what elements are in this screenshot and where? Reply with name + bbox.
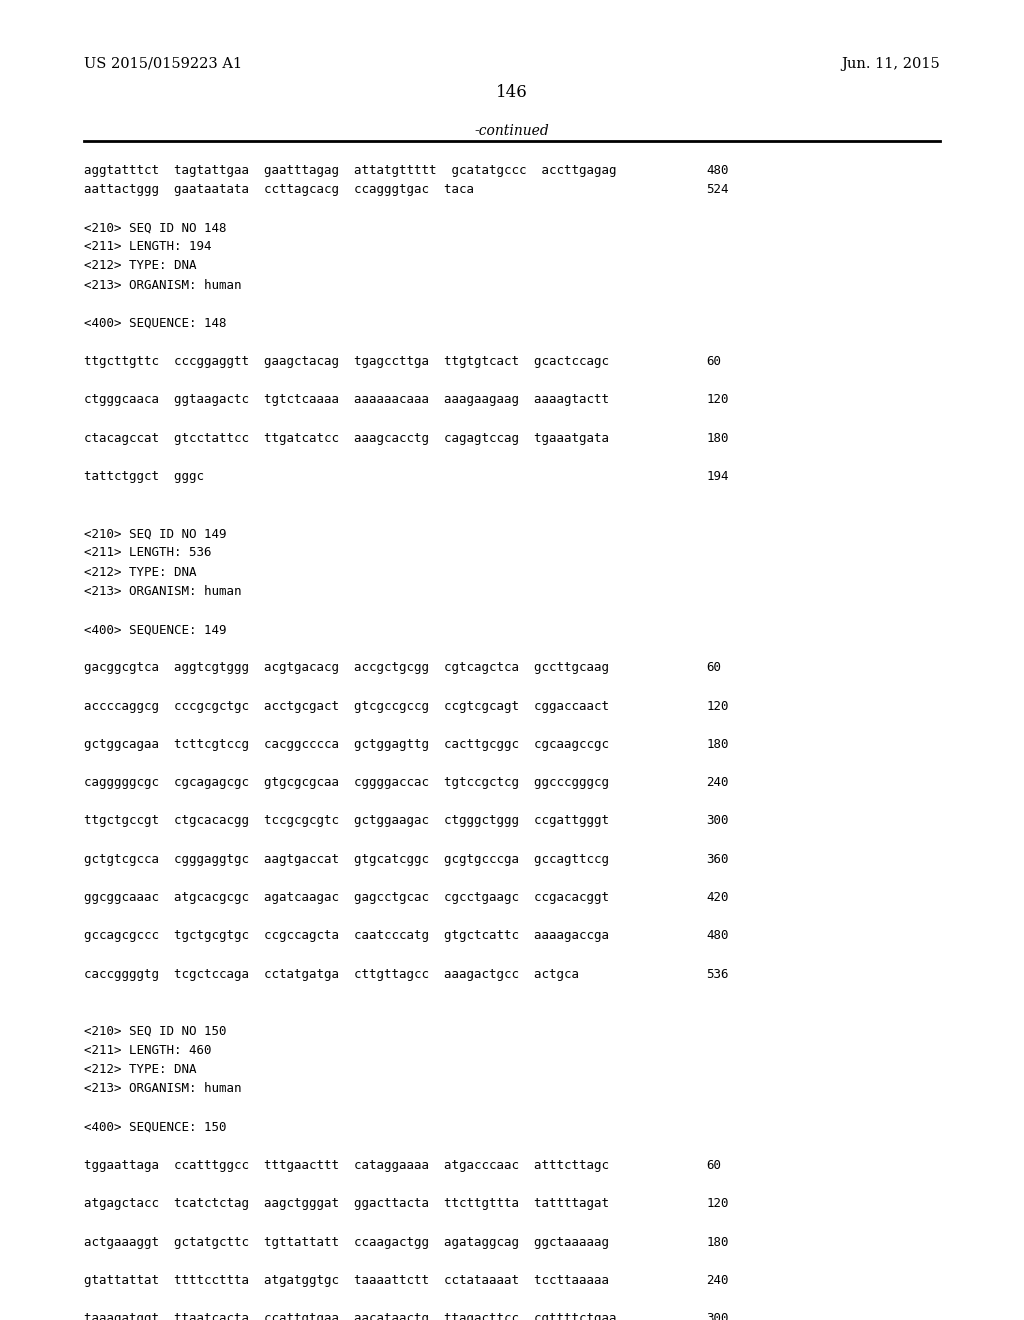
Text: 360: 360 bbox=[707, 853, 729, 866]
Text: tattctggct  gggc: tattctggct gggc bbox=[84, 470, 204, 483]
Text: aattactggg  gaataatata  ccttagcacg  ccagggtgac  taca: aattactggg gaataatata ccttagcacg ccagggt… bbox=[84, 182, 474, 195]
Text: <213> ORGANISM: human: <213> ORGANISM: human bbox=[84, 585, 242, 598]
Text: 120: 120 bbox=[707, 1197, 729, 1210]
Text: 180: 180 bbox=[707, 738, 729, 751]
Text: ctacagccat  gtcctattcc  ttgatcatcc  aaagcacctg  cagagtccag  tgaaatgata: ctacagccat gtcctattcc ttgatcatcc aaagcac… bbox=[84, 432, 609, 445]
Text: <211> LENGTH: 460: <211> LENGTH: 460 bbox=[84, 1044, 212, 1057]
Text: actgaaaggt  gctatgcttc  tgttattatt  ccaagactgg  agataggcag  ggctaaaaag: actgaaaggt gctatgcttc tgttattatt ccaagac… bbox=[84, 1236, 609, 1249]
Text: 536: 536 bbox=[707, 968, 729, 981]
Text: -continued: -continued bbox=[475, 124, 549, 139]
Text: gctgtcgcca  cgggaggtgc  aagtgaccat  gtgcatcggc  gcgtgcccga  gccagttccg: gctgtcgcca cgggaggtgc aagtgaccat gtgcatc… bbox=[84, 853, 609, 866]
Text: <213> ORGANISM: human: <213> ORGANISM: human bbox=[84, 1082, 242, 1096]
Text: gacggcgtca  aggtcgtggg  acgtgacacg  accgctgcgg  cgtcagctca  gccttgcaag: gacggcgtca aggtcgtggg acgtgacacg accgctg… bbox=[84, 661, 609, 675]
Text: gctggcagaa  tcttcgtccg  cacggcccca  gctggagttg  cacttgcggc  cgcaagccgc: gctggcagaa tcttcgtccg cacggcccca gctggag… bbox=[84, 738, 609, 751]
Text: <212> TYPE: DNA: <212> TYPE: DNA bbox=[84, 1063, 197, 1076]
Text: <400> SEQUENCE: 150: <400> SEQUENCE: 150 bbox=[84, 1121, 226, 1134]
Text: 300: 300 bbox=[707, 1312, 729, 1320]
Text: 120: 120 bbox=[707, 700, 729, 713]
Text: <210> SEQ ID NO 148: <210> SEQ ID NO 148 bbox=[84, 220, 226, 234]
Text: atgagctacc  tcatctctag  aagctgggat  ggacttacta  ttcttgttta  tattttagat: atgagctacc tcatctctag aagctgggat ggactta… bbox=[84, 1197, 609, 1210]
Text: <212> TYPE: DNA: <212> TYPE: DNA bbox=[84, 259, 197, 272]
Text: 240: 240 bbox=[707, 1274, 729, 1287]
Text: 524: 524 bbox=[707, 182, 729, 195]
Text: US 2015/0159223 A1: US 2015/0159223 A1 bbox=[84, 57, 242, 71]
Text: 180: 180 bbox=[707, 1236, 729, 1249]
Text: taaagatggt  ttaatcacta  ccattgtgaa  aacataactg  ttagacttcc  cgttttctgaa: taaagatggt ttaatcacta ccattgtgaa aacataa… bbox=[84, 1312, 616, 1320]
Text: gtattattat  ttttccttta  atgatggtgc  taaaattctt  cctataaaat  tccttaaaaa: gtattattat ttttccttta atgatggtgc taaaatt… bbox=[84, 1274, 609, 1287]
Text: <400> SEQUENCE: 149: <400> SEQUENCE: 149 bbox=[84, 623, 226, 636]
Text: 480: 480 bbox=[707, 164, 729, 177]
Text: 60: 60 bbox=[707, 661, 722, 675]
Text: 60: 60 bbox=[707, 1159, 722, 1172]
Text: ctgggcaaca  ggtaagactc  tgtctcaaaa  aaaaaacaaa  aaagaagaag  aaaagtactt: ctgggcaaca ggtaagactc tgtctcaaaa aaaaaac… bbox=[84, 393, 609, 407]
Text: 194: 194 bbox=[707, 470, 729, 483]
Text: ttgcttgttc  cccggaggtt  gaagctacag  tgagccttga  ttgtgtcact  gcactccagc: ttgcttgttc cccggaggtt gaagctacag tgagcct… bbox=[84, 355, 609, 368]
Text: <211> LENGTH: 194: <211> LENGTH: 194 bbox=[84, 240, 212, 253]
Text: gccagcgccc  tgctgcgtgc  ccgccagcta  caatcccatg  gtgctcattc  aaaagaccga: gccagcgccc tgctgcgtgc ccgccagcta caatccc… bbox=[84, 929, 609, 942]
Text: cagggggcgc  cgcagagcgc  gtgcgcgcaa  cggggaccac  tgtccgctcg  ggcccgggcg: cagggggcgc cgcagagcgc gtgcgcgcaa cggggac… bbox=[84, 776, 609, 789]
Text: 480: 480 bbox=[707, 929, 729, 942]
Text: 180: 180 bbox=[707, 432, 729, 445]
Text: <213> ORGANISM: human: <213> ORGANISM: human bbox=[84, 279, 242, 292]
Text: <210> SEQ ID NO 149: <210> SEQ ID NO 149 bbox=[84, 527, 226, 540]
Text: 146: 146 bbox=[496, 84, 528, 102]
Text: 420: 420 bbox=[707, 891, 729, 904]
Text: 60: 60 bbox=[707, 355, 722, 368]
Text: Jun. 11, 2015: Jun. 11, 2015 bbox=[842, 57, 940, 71]
Text: aggtatttct  tagtattgaa  gaatttagag  attatgttttt  gcatatgccc  accttgagag: aggtatttct tagtattgaa gaatttagag attatgt… bbox=[84, 164, 616, 177]
Text: <400> SEQUENCE: 148: <400> SEQUENCE: 148 bbox=[84, 317, 226, 330]
Text: 300: 300 bbox=[707, 814, 729, 828]
Text: 120: 120 bbox=[707, 393, 729, 407]
Text: ttgctgccgt  ctgcacacgg  tccgcgcgtc  gctggaagac  ctgggctggg  ccgattgggt: ttgctgccgt ctgcacacgg tccgcgcgtc gctggaa… bbox=[84, 814, 609, 828]
Text: <212> TYPE: DNA: <212> TYPE: DNA bbox=[84, 565, 197, 578]
Text: tggaattaga  ccatttggcc  tttgaacttt  cataggaaaa  atgacccaac  atttcttagc: tggaattaga ccatttggcc tttgaacttt catagga… bbox=[84, 1159, 609, 1172]
Text: 240: 240 bbox=[707, 776, 729, 789]
Text: <211> LENGTH: 536: <211> LENGTH: 536 bbox=[84, 546, 212, 560]
Text: accccaggcg  cccgcgctgc  acctgcgact  gtcgccgccg  ccgtcgcagt  cggaccaact: accccaggcg cccgcgctgc acctgcgact gtcgccg… bbox=[84, 700, 609, 713]
Text: caccggggtg  tcgctccaga  cctatgatga  cttgttagcc  aaagactgcc  actgca: caccggggtg tcgctccaga cctatgatga cttgtta… bbox=[84, 968, 579, 981]
Text: <210> SEQ ID NO 150: <210> SEQ ID NO 150 bbox=[84, 1024, 226, 1038]
Text: ggcggcaaac  atgcacgcgc  agatcaagac  gagcctgcac  cgcctgaagc  ccgacacggt: ggcggcaaac atgcacgcgc agatcaagac gagcctg… bbox=[84, 891, 609, 904]
